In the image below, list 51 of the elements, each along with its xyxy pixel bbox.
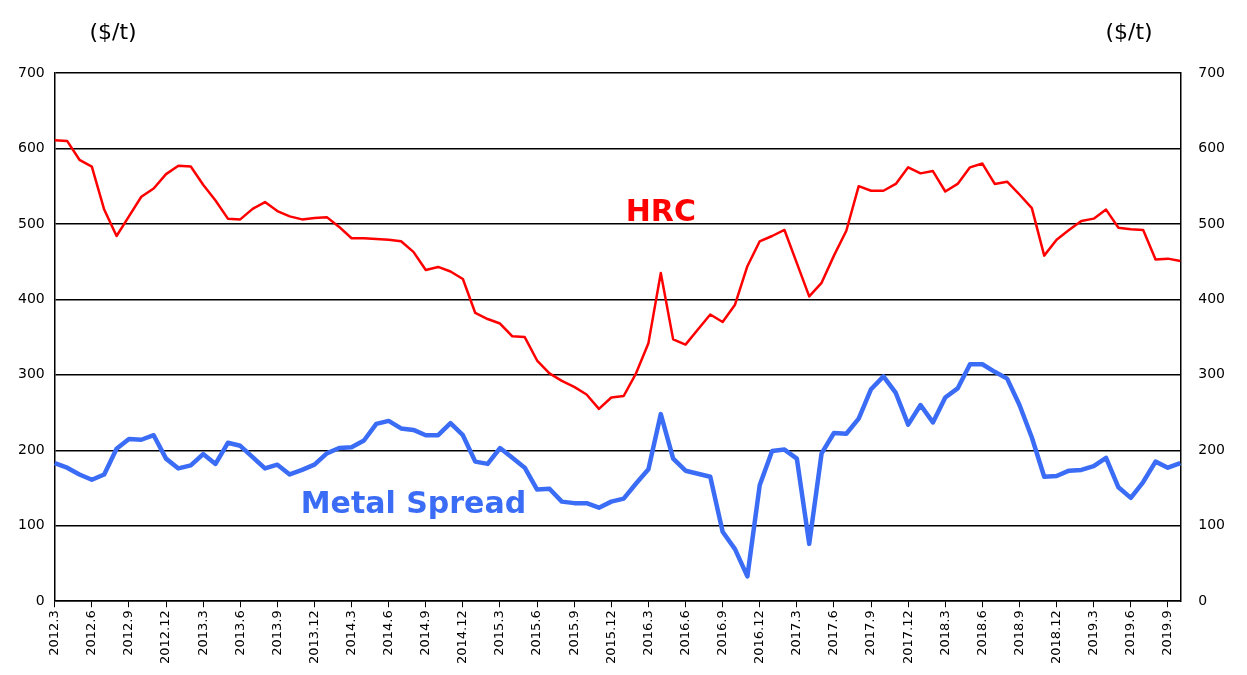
y-tick-label: 400 (17, 290, 45, 307)
x-tick-label: 2017.6 (825, 610, 841, 656)
y-tick-label: 600 (17, 139, 45, 156)
y-tick-label: 700 (17, 63, 45, 80)
x-tick-label: 2012.6 (83, 610, 99, 656)
y-tick-label: 100 (17, 516, 45, 533)
x-tick-label: 2018.3 (936, 610, 952, 656)
x-tick-label: 2017.9 (862, 610, 878, 656)
x-tick-label: 2019.6 (1122, 610, 1138, 656)
x-tick-label: 2018.6 (973, 610, 989, 656)
x-tick-label: 2019.9 (1159, 610, 1175, 656)
x-tick-label: 2015.3 (491, 610, 507, 656)
x-tick-label: 2014.12 (454, 610, 470, 665)
y-tick-label: 300 (17, 365, 45, 382)
y-tick-label: 0 (35, 591, 45, 608)
y2-tick-label: 300 (1198, 365, 1226, 382)
x-tick-label: 2012.9 (120, 610, 136, 656)
y-axis-title: ($/t) (89, 18, 137, 44)
x-tick-label: 2018.12 (1047, 610, 1063, 665)
x-tick-label: 2013.6 (231, 610, 247, 656)
y2-tick-label: 400 (1198, 290, 1226, 307)
x-tick-label: 2017.12 (899, 610, 915, 665)
series-label: HRC (625, 192, 696, 228)
y2-tick-label: 600 (1198, 139, 1226, 156)
x-tick-label: 2013.9 (268, 610, 284, 656)
y2-tick-label: 100 (1198, 516, 1226, 533)
x-tick-label: 2014.6 (380, 610, 396, 656)
x-tick-label: 2015.9 (565, 610, 581, 656)
x-tick-label: 2014.3 (342, 610, 358, 656)
series-label: Metal Spread (300, 484, 527, 520)
x-tick-label: 2015.6 (528, 610, 544, 656)
y2-tick-label: 500 (1198, 214, 1226, 231)
x-tick-label: 2012.3 (46, 610, 62, 656)
x-tick-label: 2012.12 (157, 610, 173, 665)
y2-tick-label: 200 (1198, 440, 1226, 457)
y2-tick-label: 700 (1198, 63, 1226, 80)
x-tick-label: 2016.12 (751, 610, 767, 665)
x-tick-label: 2016.3 (639, 610, 655, 656)
y-tick-label: 200 (17, 440, 45, 457)
x-tick-label: 2013.12 (305, 610, 321, 665)
y-tick-label: 500 (17, 214, 45, 231)
y2-tick-label: 0 (1198, 591, 1208, 608)
x-tick-label: 2016.9 (714, 610, 730, 656)
y2-axis-title: ($/t) (1105, 18, 1153, 44)
x-tick-label: 2018.9 (1010, 610, 1026, 656)
x-tick-label: 2019.3 (1085, 610, 1101, 656)
x-tick-label: 2017.3 (788, 610, 804, 656)
x-tick-label: 2016.6 (676, 610, 692, 656)
x-tick-label: 2014.9 (417, 610, 433, 656)
x-tick-label: 2013.3 (194, 610, 210, 656)
x-tick-label: 2015.12 (602, 610, 618, 665)
